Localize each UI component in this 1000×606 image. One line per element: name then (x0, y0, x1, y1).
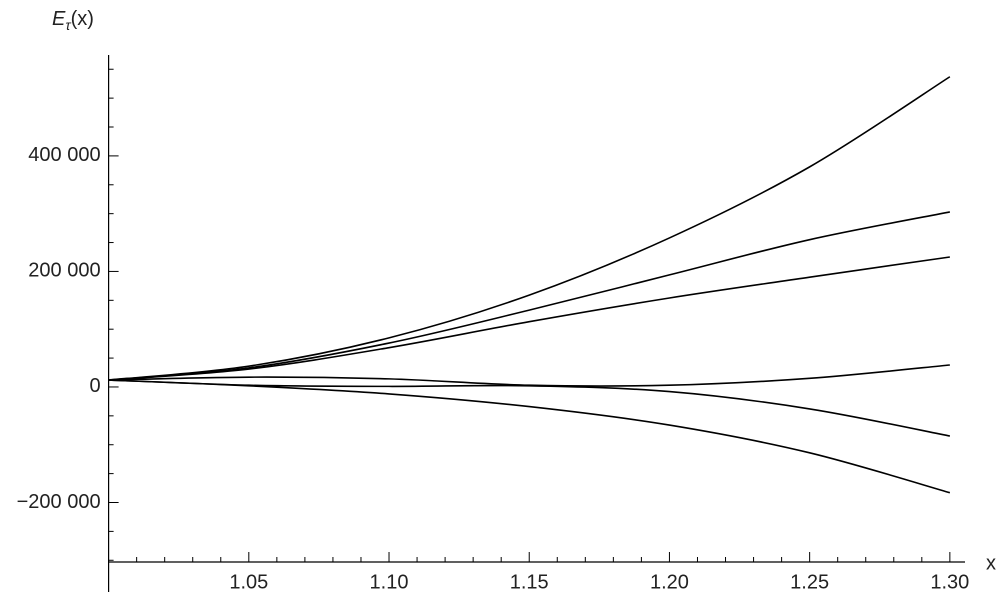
x-tick-label: 1.30 (930, 571, 969, 593)
y-label-suffix: (x) (71, 8, 94, 30)
x-axis-label: x (986, 552, 996, 574)
x-tick-label: 1.05 (229, 571, 268, 593)
curve (108, 256, 950, 381)
curve (108, 379, 951, 494)
curve (108, 379, 951, 437)
x-tick-label: 1.10 (370, 571, 409, 593)
y-tick-label: −200 000 (17, 491, 101, 513)
y-label-subscript: τ (65, 17, 71, 33)
y-tick-label: 200 000 (28, 260, 100, 282)
x-tick-label: 1.15 (510, 571, 549, 593)
x-tick-label: 1.25 (790, 571, 829, 593)
x-tick-label: 1.20 (650, 571, 689, 593)
y-tick-label: 0 (89, 375, 100, 397)
y-axis-label: Eτ(x) (52, 8, 94, 32)
y-tick-label: 400 000 (28, 144, 100, 166)
y-label-main: E (52, 8, 66, 30)
curve (108, 211, 951, 381)
curve (108, 76, 951, 381)
